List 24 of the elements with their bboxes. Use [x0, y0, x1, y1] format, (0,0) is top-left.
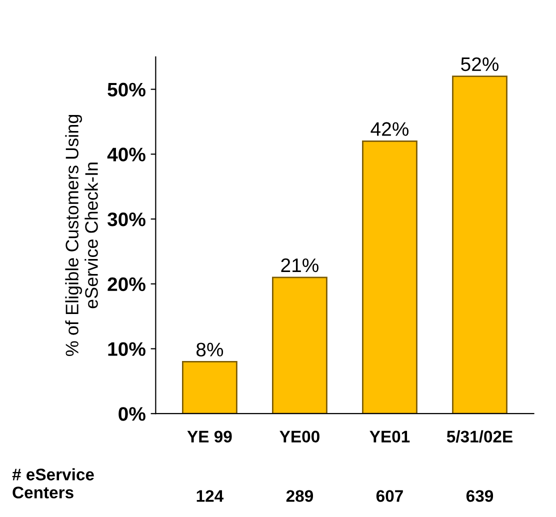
text: 289 [286, 490, 313, 502]
y-tick-label: 50% [108, 82, 146, 97]
x-tick-label: YE00 [280, 430, 320, 443]
data-label: 42% [370, 122, 408, 136]
y-tick-label: 30% [107, 212, 146, 226]
data-label: 52% [461, 57, 499, 72]
x-tick-label: YE01 [370, 430, 410, 443]
text: # eService Centers [12, 468, 94, 498]
bar [182, 361, 238, 414]
text: 607 [376, 490, 403, 502]
bar [452, 76, 508, 414]
y-tick-label: 10% [108, 342, 146, 356]
data-label: 8% [196, 342, 224, 356]
bar [362, 140, 418, 414]
x-tick-label: YE 99 [187, 430, 232, 443]
data-label: 21% [281, 258, 318, 272]
y-tick-label: 40% [107, 148, 146, 162]
x-tick-label: 5/31/02E [446, 430, 512, 443]
y-tick-label: 20% [108, 277, 146, 292]
y-axis-title: % of Eligible Customers Using eService Check-In [65, 114, 98, 356]
y-tick-label: 0% [118, 407, 146, 421]
bar [272, 276, 328, 414]
text: 124 [196, 490, 224, 502]
text: 639 [466, 490, 494, 502]
